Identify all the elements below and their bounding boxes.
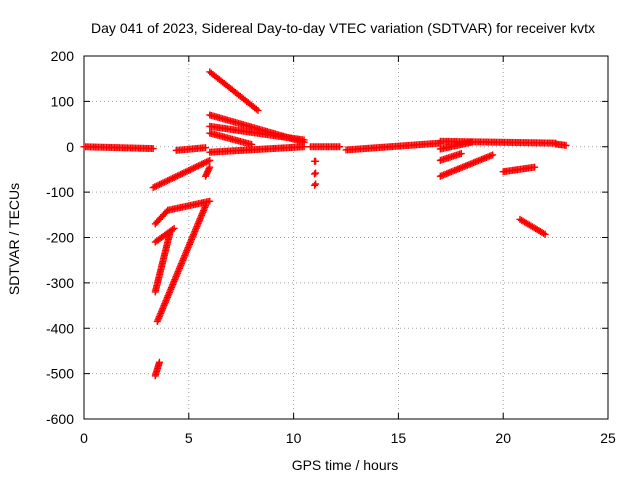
x-tick-labels: 0 5 10 15 20 25	[80, 430, 616, 446]
y-tick-label: -300	[46, 275, 74, 291]
data-point	[311, 181, 319, 189]
y-axis-label: SDTVAR / TECUs	[6, 183, 22, 295]
data-point	[254, 106, 262, 114]
data-point	[180, 169, 188, 177]
data-point	[177, 170, 185, 178]
data-point	[167, 175, 175, 183]
data-point	[201, 159, 209, 167]
data-point	[540, 229, 548, 237]
data-point	[198, 160, 206, 168]
data-point	[170, 173, 178, 181]
data-point	[175, 171, 183, 179]
y-tick-label: -200	[46, 230, 74, 246]
data-point	[204, 157, 212, 165]
data-point	[562, 141, 570, 149]
data-point	[311, 170, 319, 178]
data-point	[170, 224, 178, 232]
x-tick-label: 25	[600, 430, 616, 446]
data-point	[312, 157, 320, 165]
data-point	[159, 179, 167, 187]
data-point	[151, 183, 159, 191]
x-tick-label: 20	[495, 430, 511, 446]
data-point	[191, 163, 199, 171]
data-point	[312, 169, 320, 177]
data-point	[203, 158, 211, 166]
y-tick-label: -500	[46, 366, 74, 382]
data-point	[164, 177, 172, 185]
data-point	[152, 182, 160, 190]
y-tick-label: 100	[51, 93, 75, 109]
data-point	[194, 162, 202, 170]
data-points	[80, 68, 570, 380]
data-point	[489, 151, 497, 159]
data-point	[186, 166, 194, 174]
data-point	[160, 178, 168, 186]
chart-title: Day 041 of 2023, Sidereal Day-to-day VTE…	[91, 20, 595, 36]
x-tick-label: 5	[185, 430, 193, 446]
data-point	[206, 197, 214, 205]
data-point	[206, 163, 214, 171]
x-axis-label: GPS time / hours	[292, 457, 399, 473]
data-point	[541, 230, 549, 238]
data-point	[457, 150, 465, 158]
data-point	[166, 229, 174, 237]
y-tick-label: -400	[46, 320, 74, 336]
data-point	[468, 138, 476, 146]
data-point	[157, 180, 165, 188]
data-point	[182, 168, 190, 176]
data-point	[149, 184, 157, 192]
grid-lines	[84, 56, 608, 419]
data-point	[185, 166, 193, 174]
data-point	[206, 156, 214, 164]
data-point	[178, 170, 186, 178]
data-point	[193, 163, 201, 171]
data-point	[172, 173, 180, 181]
data-point	[169, 174, 177, 182]
data-point	[202, 144, 210, 152]
data-point	[199, 159, 207, 167]
data-point	[162, 177, 170, 185]
x-tick-label: 15	[391, 430, 407, 446]
data-point	[188, 165, 196, 173]
x-tick-label: 0	[80, 430, 88, 446]
y-tick-label: 200	[51, 48, 75, 64]
y-tick-label: -100	[46, 184, 74, 200]
data-point	[300, 136, 308, 144]
data-point	[252, 105, 260, 113]
axis-ticks	[83, 55, 609, 420]
data-point	[165, 176, 173, 184]
y-tick-label: 0	[66, 139, 74, 155]
y-tick-label: -600	[46, 411, 74, 427]
data-point	[336, 143, 344, 151]
data-point	[300, 143, 308, 151]
data-point	[190, 164, 198, 172]
x-tick-label: 10	[286, 430, 302, 446]
data-point	[531, 163, 539, 171]
data-point	[183, 167, 191, 175]
data-point	[173, 172, 181, 180]
data-point	[149, 145, 157, 153]
data-point	[312, 180, 320, 188]
data-point	[156, 180, 164, 188]
y-tick-labels: -600 -500 -400 -300 -200 -100 0 100 200	[46, 48, 74, 427]
data-point	[196, 161, 204, 169]
data-point	[154, 181, 162, 189]
data-point	[202, 202, 210, 210]
data-point	[155, 358, 163, 366]
